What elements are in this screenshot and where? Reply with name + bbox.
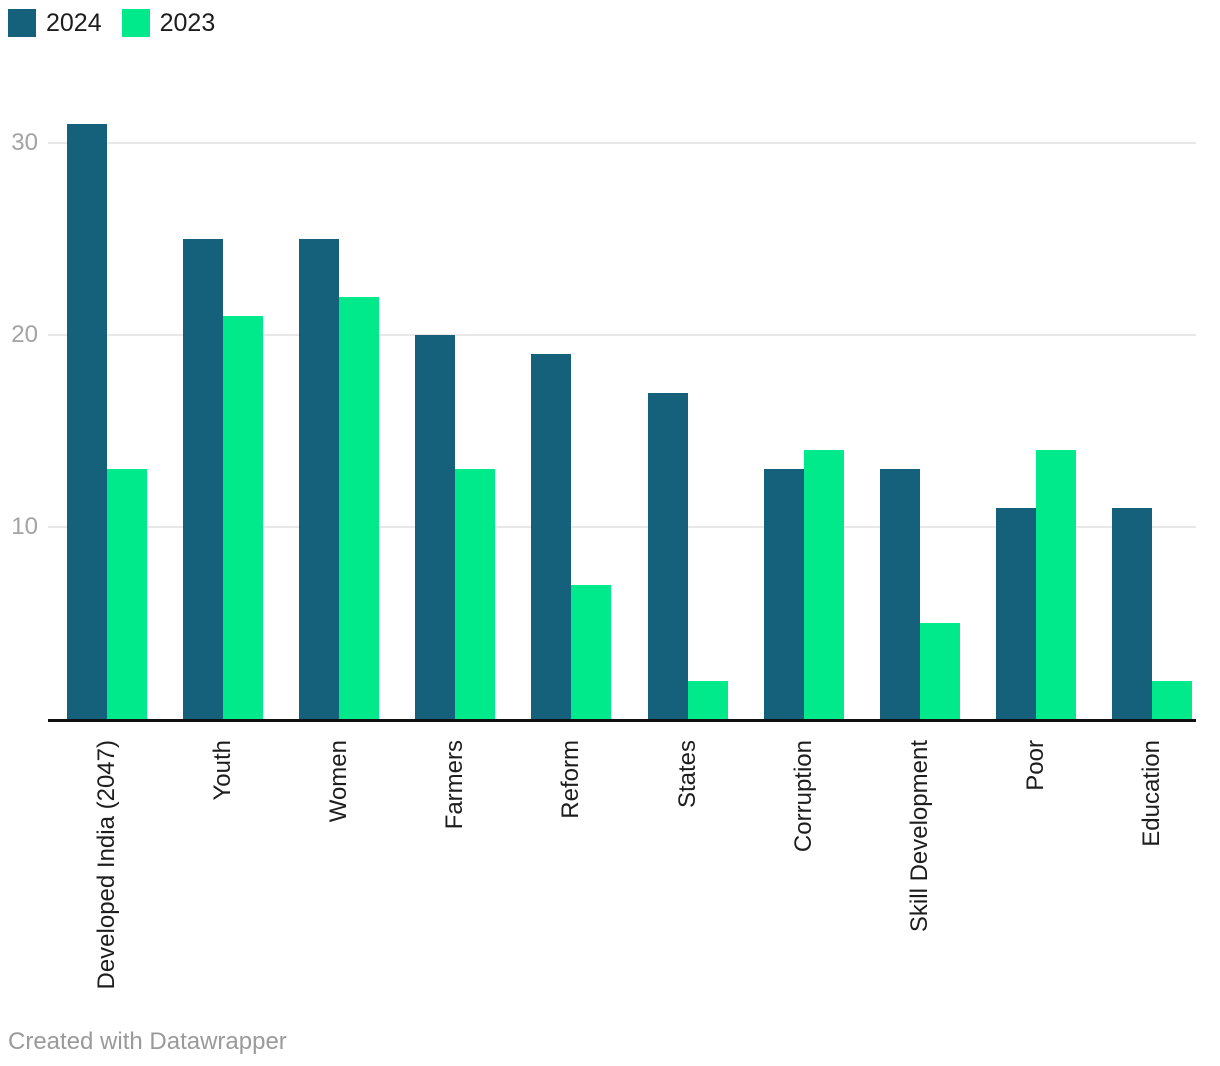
x-tick-label-wrap: Corruption: [764, 740, 844, 1040]
bar-2024-1: [183, 239, 224, 719]
bar-2024-4: [531, 354, 572, 719]
x-tick-label: Women: [325, 740, 353, 823]
attribution-text: Created with Datawrapper: [8, 1028, 287, 1055]
legend-label: 2024: [46, 9, 102, 37]
bar-2023-4: [571, 584, 612, 719]
bar-2023-0: [107, 469, 147, 719]
x-tick-label: Youth: [209, 740, 237, 801]
bar-2024-6: [763, 469, 804, 719]
bar-2024-7: [879, 469, 920, 719]
x-tick-label-wrap: Skill Development: [880, 740, 960, 1040]
bar-2024-3: [415, 335, 456, 719]
x-tick-label: Education: [1137, 740, 1165, 847]
x-tick-label: Farmers: [441, 740, 469, 830]
y-gridline-30: [48, 142, 1196, 144]
bar-2023-7: [919, 623, 960, 719]
bar-2024-0: [67, 123, 107, 719]
x-tick-label-wrap: Youth: [183, 740, 263, 1040]
bar-2024-9: [1111, 507, 1152, 719]
bar-2023-8: [1035, 450, 1076, 719]
bar-2024-8: [995, 507, 1036, 719]
x-tick-label-wrap: Reform: [531, 740, 611, 1040]
y-tick-label: 30: [11, 129, 38, 156]
x-tick-label: Skill Development: [905, 740, 933, 933]
bar-2024-2: [299, 239, 340, 719]
y-tick-label: 10: [11, 513, 38, 540]
x-tick-label: Developed India (2047): [93, 740, 120, 990]
x-tick-label: States: [673, 740, 701, 809]
y-tick-label: 20: [11, 321, 38, 348]
x-tick-label-wrap: Education: [1112, 740, 1192, 1040]
x-tick-label-wrap: Women: [299, 740, 379, 1040]
bar-2023-6: [803, 450, 844, 719]
bar-2024-5: [647, 392, 688, 719]
y-gridline-20: [48, 334, 1196, 336]
bar-2023-9: [1151, 680, 1192, 719]
x-tick-label-wrap: Farmers: [415, 740, 495, 1040]
bar-2023-5: [687, 680, 728, 719]
x-tick-label-wrap: Poor: [996, 740, 1076, 1040]
x-axis-line: [48, 719, 1196, 722]
bar-2023-1: [223, 315, 264, 719]
x-tick-label-wrap: Developed India (2047): [67, 740, 147, 1040]
x-tick-label-wrap: States: [648, 740, 728, 1040]
legend-item-2023: 2023: [121, 9, 216, 37]
y-gridline-10: [48, 526, 1196, 528]
bar-2023-3: [455, 469, 496, 719]
legend-label: 2023: [159, 9, 216, 37]
legend-swatch-2024: [8, 9, 36, 37]
bar-2023-2: [339, 296, 380, 719]
x-tick-label: Reform: [557, 740, 585, 819]
x-tick-label: Poor: [1021, 740, 1049, 791]
legend-item-2024: 2024: [8, 9, 102, 37]
legend-swatch-2023: [121, 9, 150, 37]
legend: 2024 2023: [8, 9, 215, 37]
x-tick-label: Corruption: [789, 740, 817, 853]
